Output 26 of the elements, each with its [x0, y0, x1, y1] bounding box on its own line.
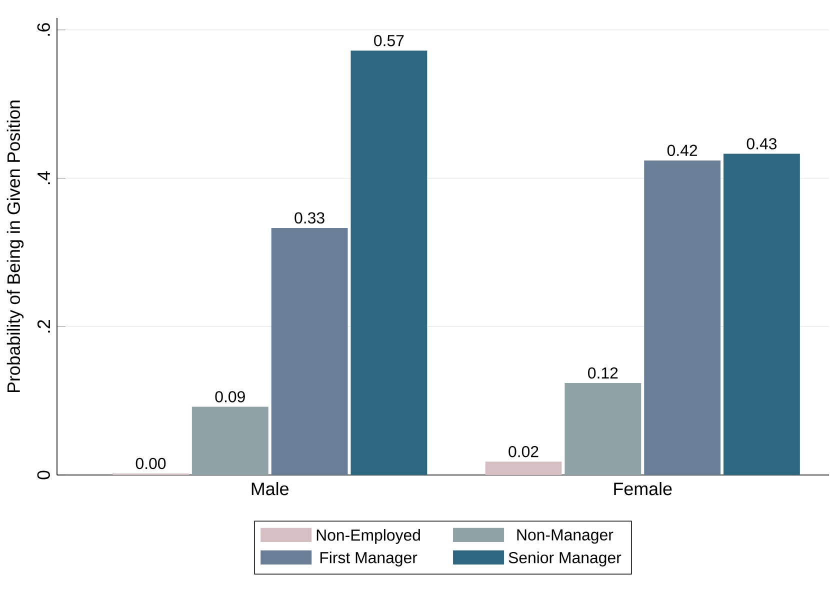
bar	[644, 160, 721, 475]
y-tick-label: .4	[38, 171, 50, 184]
bar	[350, 50, 428, 475]
data-label: 0.57	[374, 34, 404, 46]
y-tick-label: .2	[37, 320, 50, 332]
bar	[271, 228, 348, 475]
data-label: 0.00	[136, 458, 166, 470]
y-axis-title: Probability of Being in Given Position	[6, 100, 24, 392]
data-label: 0.09	[215, 391, 245, 402]
x-tick-label: Female	[614, 482, 672, 496]
legend-label: Non-Manager	[517, 529, 614, 544]
bar	[724, 154, 800, 475]
legend-label: Senior Manager	[508, 552, 622, 566]
data-label: 0.02	[508, 446, 538, 458]
data-label: 0.33	[294, 212, 324, 224]
data-label: 0.42	[667, 144, 698, 156]
legend-label: Non-Employed	[316, 529, 420, 544]
data-label: 0.43	[746, 138, 777, 150]
bar	[564, 383, 642, 475]
legend-label: First Manager	[320, 552, 418, 566]
y-tick-label: 0	[37, 470, 50, 480]
y-tick-label: .6	[37, 23, 50, 36]
bar	[192, 406, 268, 475]
x-tick-label: Male	[252, 482, 288, 496]
data-label: 0.12	[588, 367, 618, 379]
bar	[485, 462, 562, 475]
